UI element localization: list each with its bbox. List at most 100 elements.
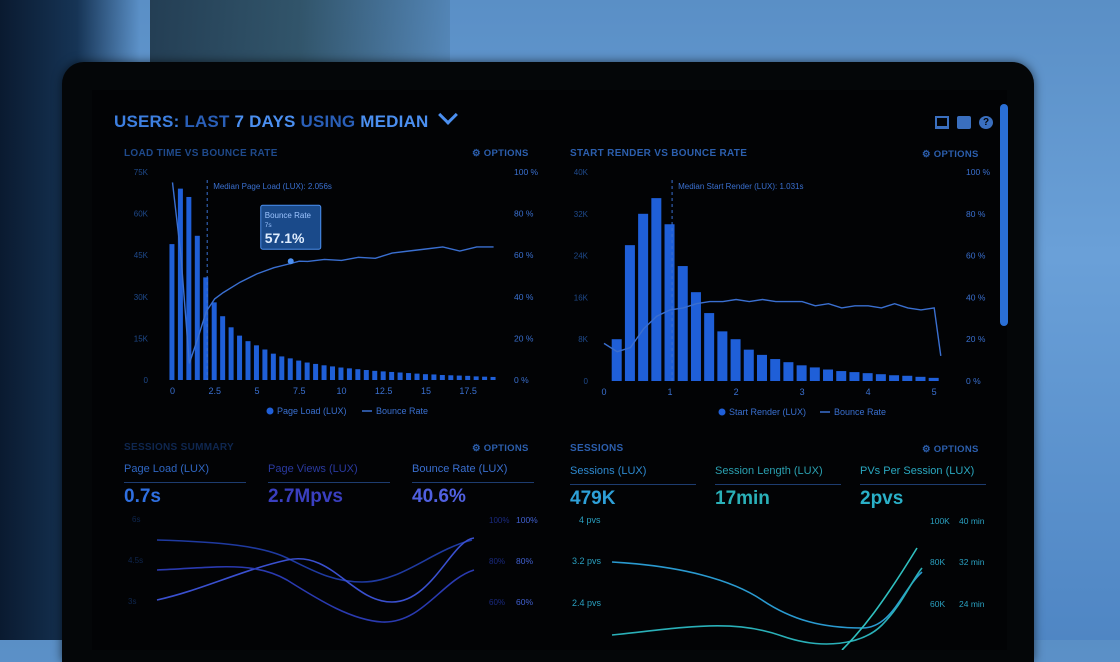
series-line <box>156 539 473 583</box>
bounce-rate-line <box>603 298 942 356</box>
bar <box>253 345 259 380</box>
y-tick-right: 0 % <box>966 376 981 386</box>
legend-bar-swatch <box>718 408 726 416</box>
bar <box>372 370 378 380</box>
bar <box>355 369 361 380</box>
bar <box>490 376 496 380</box>
y-tick-left: 15K <box>134 334 149 343</box>
x-tick: 2 <box>734 387 739 397</box>
bar <box>245 341 251 380</box>
chart1-options-label: OPTIONS <box>483 148 529 159</box>
bounce-rate-line <box>171 182 494 364</box>
bar <box>237 335 243 380</box>
bar <box>169 244 175 380</box>
y-tick-left: 60K <box>134 210 149 219</box>
bottom-left-chart: 6s 4.5s 3s 100% 80% 60% 100% 80% 60% <box>128 515 538 623</box>
dashboard-header[interactable]: USERS: LAST 7 DAYS USING MEDIAN <box>114 105 459 132</box>
bar <box>330 366 335 380</box>
bar <box>482 376 488 380</box>
bar <box>730 339 741 381</box>
bar <box>304 362 310 380</box>
share-icon[interactable] <box>957 116 971 129</box>
help-icon[interactable]: ? <box>979 116 993 129</box>
bar <box>363 370 369 380</box>
y-tick-left: 40K <box>574 168 589 177</box>
bar <box>704 313 715 381</box>
y-tick-left: 32K <box>574 210 589 219</box>
bottom-right-options-label: OPTIONS <box>933 444 979 455</box>
metric-value: 17min <box>715 488 770 509</box>
x-tick: 3 <box>800 387 805 397</box>
bar <box>456 375 462 380</box>
metric-divider <box>268 482 390 483</box>
series-line <box>841 547 918 650</box>
bar <box>928 377 939 381</box>
right-tick: 24 min <box>959 599 985 609</box>
bar <box>296 360 302 380</box>
series-line <box>156 537 475 603</box>
metric-label: Sessions (LUX) <box>570 465 647 477</box>
bottom-left-options[interactable]: ⚙ OPTIONS <box>472 443 529 454</box>
metric-divider <box>715 484 841 485</box>
x-tick: 10 <box>336 386 346 396</box>
bar <box>287 358 293 380</box>
y-tick-left: 8K <box>578 335 588 344</box>
bar <box>783 362 794 381</box>
y-tick-right: 80 % <box>514 209 534 219</box>
bar <box>717 331 728 381</box>
y-tick-left: 45K <box>134 251 149 260</box>
monitor-icon[interactable] <box>935 116 949 129</box>
bottom-right-options[interactable]: ⚙ OPTIONS <box>922 444 979 455</box>
bar <box>380 371 386 380</box>
bar <box>862 373 873 381</box>
bar <box>397 372 403 380</box>
y-tick-right: 20 % <box>966 334 986 344</box>
bar <box>651 198 662 381</box>
chart2-options[interactable]: ⚙ OPTIONS <box>922 149 979 160</box>
y-tick-left: 75K <box>134 168 149 177</box>
header-users: USERS: <box>114 112 180 131</box>
bar <box>664 224 675 381</box>
x-tick: 0 <box>601 387 606 397</box>
bar <box>389 371 395 380</box>
right-tick: 100% <box>516 515 538 525</box>
header-days: 7 DAYS <box>234 112 296 131</box>
metric-value: 40.6% <box>412 486 466 507</box>
bar <box>743 349 754 381</box>
legend-line-label: Bounce Rate <box>834 407 886 417</box>
tooltip-label: Bounce Rate <box>265 211 312 220</box>
bar <box>431 374 437 380</box>
bar <box>849 372 860 381</box>
bar <box>624 245 635 381</box>
bar <box>220 316 226 380</box>
x-tick: 2.5 <box>208 386 221 396</box>
metric-divider <box>570 484 696 485</box>
x-tick: 5 <box>932 387 937 397</box>
right-tick: 80K <box>930 557 945 567</box>
scrollbar[interactable] <box>1000 104 1008 326</box>
bar <box>270 353 276 380</box>
metric-label: Page Load (LUX) <box>124 463 209 475</box>
chart1-options[interactable]: ⚙ OPTIONS <box>472 148 529 159</box>
chevron-down-icon[interactable] <box>438 105 459 125</box>
x-tick: 15 <box>421 386 431 396</box>
metric-label: Page Views (LUX) <box>268 463 358 475</box>
bar <box>414 373 420 380</box>
bar <box>186 196 192 380</box>
bar <box>177 188 183 380</box>
y-tick-right: 60 % <box>966 251 986 261</box>
bar <box>262 349 268 380</box>
bar <box>439 375 445 380</box>
bottom-left-title: SESSIONS SUMMARY <box>124 442 234 453</box>
left-tick: 4 pvs <box>579 515 601 525</box>
bar <box>823 369 834 381</box>
bar <box>611 339 622 381</box>
bar <box>836 371 847 381</box>
y-tick-left: 0 <box>584 377 589 386</box>
y-tick-right: 20 % <box>514 333 534 343</box>
y-tick-left: 0 <box>144 376 149 385</box>
bar <box>203 277 209 380</box>
left-tick: 4.5s <box>128 556 143 565</box>
x-tick: 4 <box>866 387 871 397</box>
y-tick-left: 16K <box>574 293 589 302</box>
